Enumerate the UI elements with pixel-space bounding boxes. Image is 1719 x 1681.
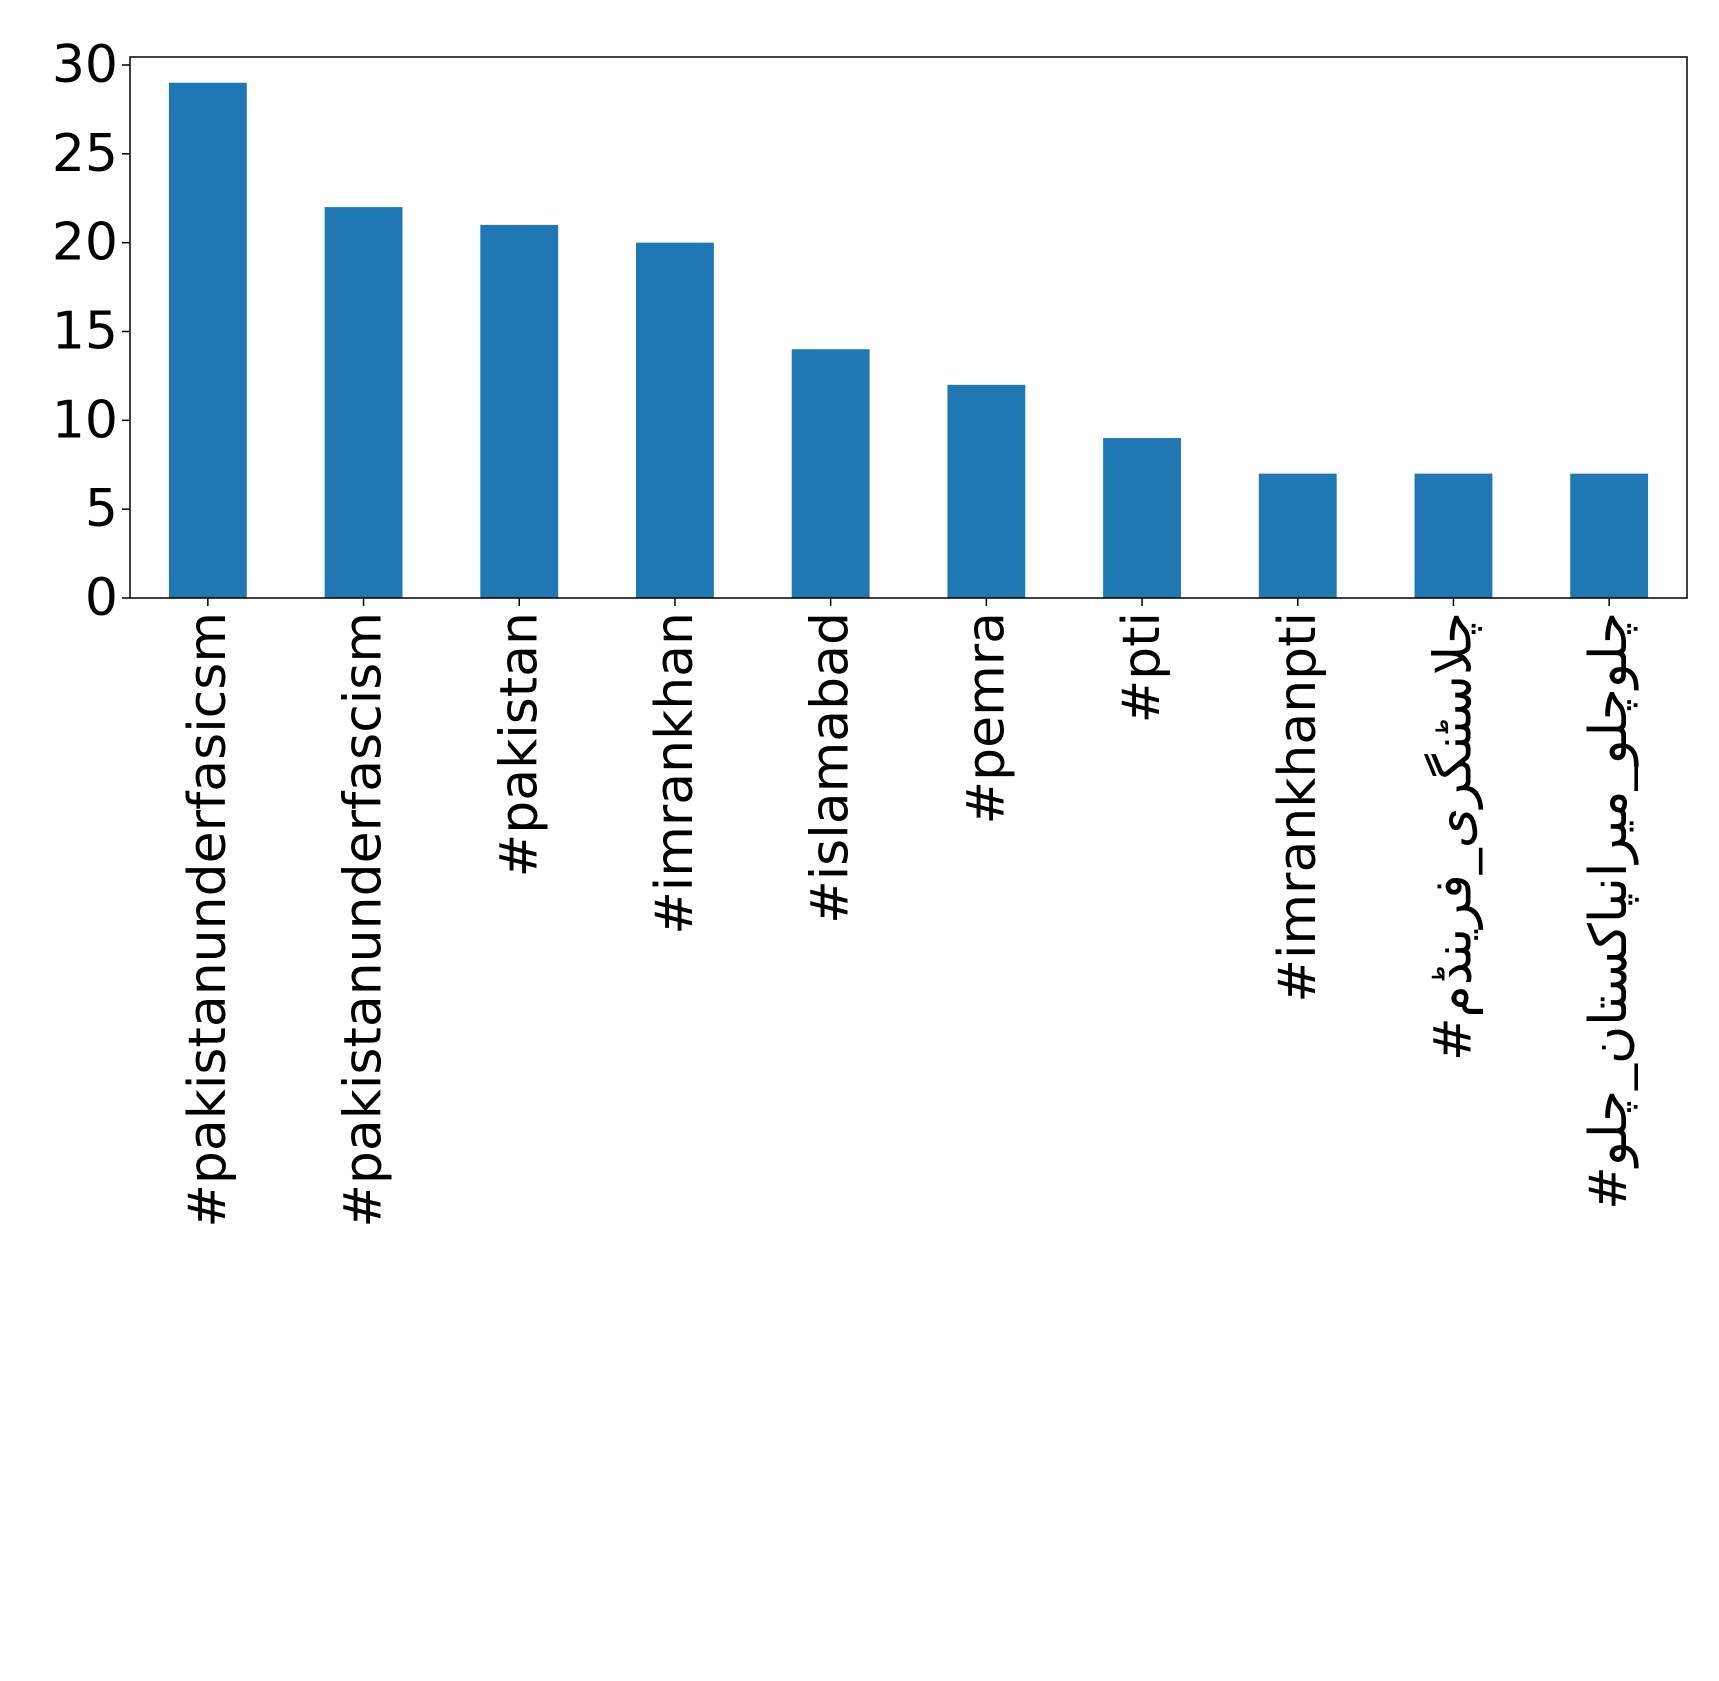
bars-layer	[168, 82, 1649, 599]
y-tick-label-2: 10	[52, 390, 118, 450]
bar-7	[1258, 473, 1337, 598]
x-tick-label-7: #imrankhanpti	[1268, 612, 1328, 1003]
bar-5	[947, 384, 1026, 598]
x-tick-label-5: #pemra	[956, 612, 1016, 824]
y-tick-label-5: 25	[52, 124, 118, 184]
x-axis-ticks: #pakistanunderfasicsm #pakistanunderfasci…	[178, 598, 1639, 1228]
y-axis-ticks: 0 5 10 15 20 25 30	[52, 35, 130, 628]
x-tick-label-9: #چلوچلو_میرانپاکستان_چلو	[1579, 612, 1639, 1210]
bar-3	[636, 242, 714, 598]
x-tick-label-2: #pakistan	[489, 612, 549, 877]
bar-2	[480, 224, 559, 598]
x-tick-label-1: #pakistanunderfascism	[334, 612, 394, 1228]
bar-4	[791, 349, 870, 598]
plot-frame	[129, 56, 1688, 599]
x-tick-label-4: #islamabad	[801, 612, 861, 924]
bar-1	[324, 207, 403, 599]
y-tick-label-0: 0	[85, 568, 118, 628]
x-tick-label-0: #pakistanunderfasicsm	[178, 612, 238, 1228]
bar-6	[1103, 438, 1181, 598]
bar-9	[1570, 473, 1649, 598]
bar-8	[1414, 473, 1493, 598]
x-tick-label-8: #چلاسٹنگری_فرینڈم	[1423, 612, 1483, 1061]
bar-0	[168, 82, 247, 598]
y-tick-label-4: 20	[52, 213, 118, 273]
x-tick-label-3: #imrankhan	[645, 612, 705, 935]
y-tick-label-1: 5	[85, 479, 118, 539]
y-tick-label-3: 15	[52, 301, 118, 361]
y-tick-label-6: 30	[52, 35, 118, 95]
x-tick-label-6: #pti	[1112, 612, 1172, 723]
